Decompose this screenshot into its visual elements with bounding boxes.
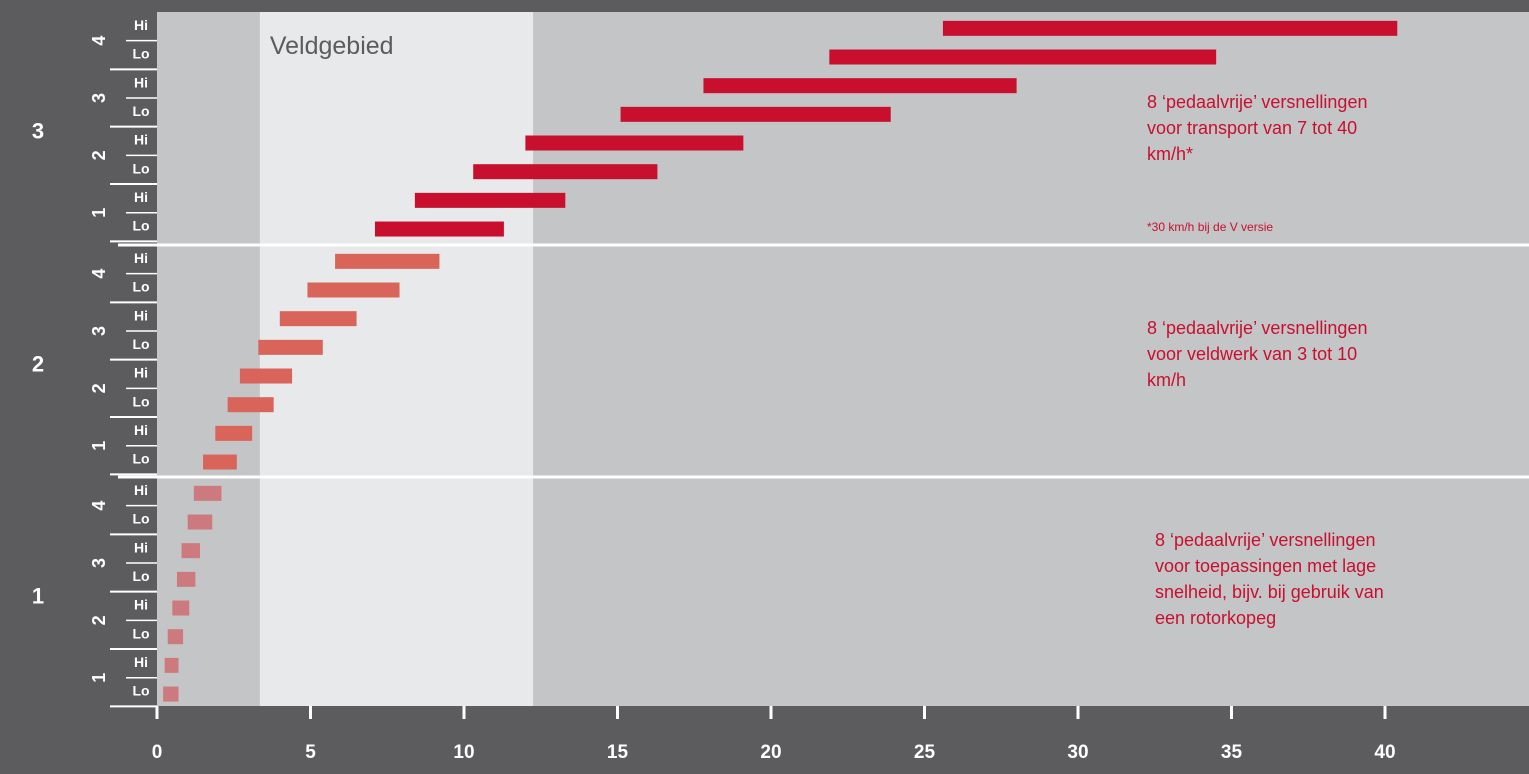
field-zone-band — [259, 12, 534, 706]
range-lo-label: Lo — [132, 683, 149, 699]
speed-bar-range1-gear1-lo — [163, 686, 179, 702]
speed-bar-range3-gear2-lo — [473, 164, 658, 180]
x-tick-label: 30 — [1067, 742, 1088, 763]
range-lo-label: Lo — [132, 103, 149, 119]
speed-bar-range3-gear2-hi — [525, 135, 744, 151]
speed-bar-range2-gear1-hi — [215, 425, 253, 441]
speed-bar-range2-gear3-hi — [279, 311, 357, 327]
speed-bar-range3-gear4-hi — [942, 20, 1398, 36]
range-hi-label: Hi — [134, 482, 148, 498]
gear-number: 1 — [89, 441, 109, 451]
gear-number: 4 — [89, 269, 109, 279]
x-tick-label: 15 — [607, 742, 629, 763]
range-lo-label: Lo — [132, 625, 149, 641]
range-label: 3 — [32, 119, 44, 144]
range-label: 2 — [32, 352, 44, 377]
speed-bar-range2-gear1-lo — [203, 454, 237, 470]
range-note-line: voor transport van 7 tot 40 — [1147, 118, 1357, 138]
range-note-line: voor veldwerk van 3 tot 10 — [1147, 344, 1357, 364]
field-zone-label: Veldgebied — [270, 32, 394, 60]
range-hi-label: Hi — [134, 132, 148, 148]
range-hi-label: Hi — [134, 250, 148, 266]
speed-bar-range2-gear4-lo — [307, 282, 400, 298]
gear-number: 2 — [89, 383, 109, 393]
x-tick-label: 25 — [914, 742, 936, 763]
speed-bar-range2-gear3-lo — [258, 339, 323, 355]
range-note-line: km/h* — [1147, 144, 1193, 164]
range-note-line: voor toepassingen met lage — [1155, 556, 1376, 576]
range-footnote: *30 km/h bij de V versie — [1147, 220, 1273, 234]
gear-number: 2 — [89, 150, 109, 160]
speed-bar-range3-gear1-hi — [414, 192, 566, 208]
range-hi-label: Hi — [134, 597, 148, 613]
speed-bar-range2-gear4-hi — [335, 253, 440, 269]
range-hi-label: Hi — [134, 17, 148, 33]
x-tick-label: 5 — [305, 742, 316, 763]
range-lo-label: Lo — [132, 336, 149, 352]
range-lo-label: Lo — [132, 511, 149, 527]
range-note-line: 8 ‘pedaalvrije’ versnellingen — [1155, 530, 1375, 550]
gear-number: 4 — [89, 501, 109, 511]
gear-number: 4 — [89, 36, 109, 46]
range-hi-label: Hi — [134, 365, 148, 381]
range-lo-label: Lo — [132, 393, 149, 409]
speed-bar-range2-gear2-lo — [227, 397, 274, 413]
speed-bar-range1-gear3-lo — [176, 571, 196, 587]
x-tick-label: 35 — [1221, 742, 1243, 763]
range-label: 1 — [32, 584, 44, 609]
speed-bar-range2-gear2-hi — [239, 368, 293, 384]
speed-bar-range1-gear1-hi — [164, 657, 179, 673]
speed-bar-range1-gear4-hi — [193, 485, 222, 501]
x-tick-label: 20 — [760, 742, 781, 763]
range-lo-label: Lo — [132, 46, 149, 62]
range-group-1: 1 4 Hi Lo 3 Hi Lo 2 Hi Lo 1 Hi Lo 8 ‘pedaalvrije’ ver… — [32, 482, 1384, 708]
speed-bar-range1-gear4-lo — [187, 514, 213, 530]
speed-bar-range3-gear4-lo — [829, 49, 1217, 65]
range-group-2: 2 4 Hi Lo 3 Hi Lo 2 Hi Lo 1 Hi Lo 8 ‘pedaalvrije’ ver… — [32, 250, 1367, 476]
speed-bar-range1-gear2-hi — [172, 600, 190, 616]
gear-number: 1 — [89, 208, 109, 218]
range-note-line: een rotorkopeg — [1155, 608, 1276, 628]
gear-number: 3 — [89, 558, 109, 568]
gear-number: 3 — [89, 93, 109, 103]
range-hi-label: Hi — [134, 189, 148, 205]
range-note-line: 8 ‘pedaalvrije’ versnellingen — [1147, 318, 1367, 338]
range-lo-label: Lo — [132, 218, 149, 234]
range-lo-label: Lo — [132, 160, 149, 176]
range-hi-label: Hi — [134, 307, 148, 323]
range-note-line: km/h — [1147, 370, 1186, 390]
range-hi-label: Hi — [134, 654, 148, 670]
gear-number: 2 — [89, 615, 109, 625]
x-tick-label: 10 — [453, 742, 474, 763]
range-hi-label: Hi — [134, 539, 148, 555]
range-group-3: 3 4 Hi Lo 3 Hi Lo 2 Hi Lo 1 Hi Lo 8 ‘pedaalvrije’ ver… — [32, 17, 1398, 243]
speed-bar-range3-gear1-lo — [374, 221, 504, 237]
speed-bar-range3-gear3-lo — [620, 106, 891, 122]
speed-bar-range1-gear3-hi — [181, 543, 200, 559]
range-lo-label: Lo — [132, 451, 149, 467]
x-tick-label: 40 — [1374, 742, 1395, 763]
gear-number: 3 — [89, 326, 109, 336]
speed-bar-range3-gear3-hi — [703, 78, 1017, 94]
speed-bar-range1-gear2-lo — [167, 629, 184, 645]
range-lo-label: Lo — [132, 568, 149, 584]
gear-number: 1 — [89, 673, 109, 683]
range-hi-label: Hi — [134, 74, 148, 90]
range-note-line: 8 ‘pedaalvrije’ versnellingen — [1147, 92, 1367, 112]
range-hi-label: Hi — [134, 422, 148, 438]
range-lo-label: Lo — [132, 279, 149, 295]
x-tick-label: 0 — [152, 742, 163, 763]
range-note-line: snelheid, bijv. bij gebruik van — [1155, 582, 1384, 602]
